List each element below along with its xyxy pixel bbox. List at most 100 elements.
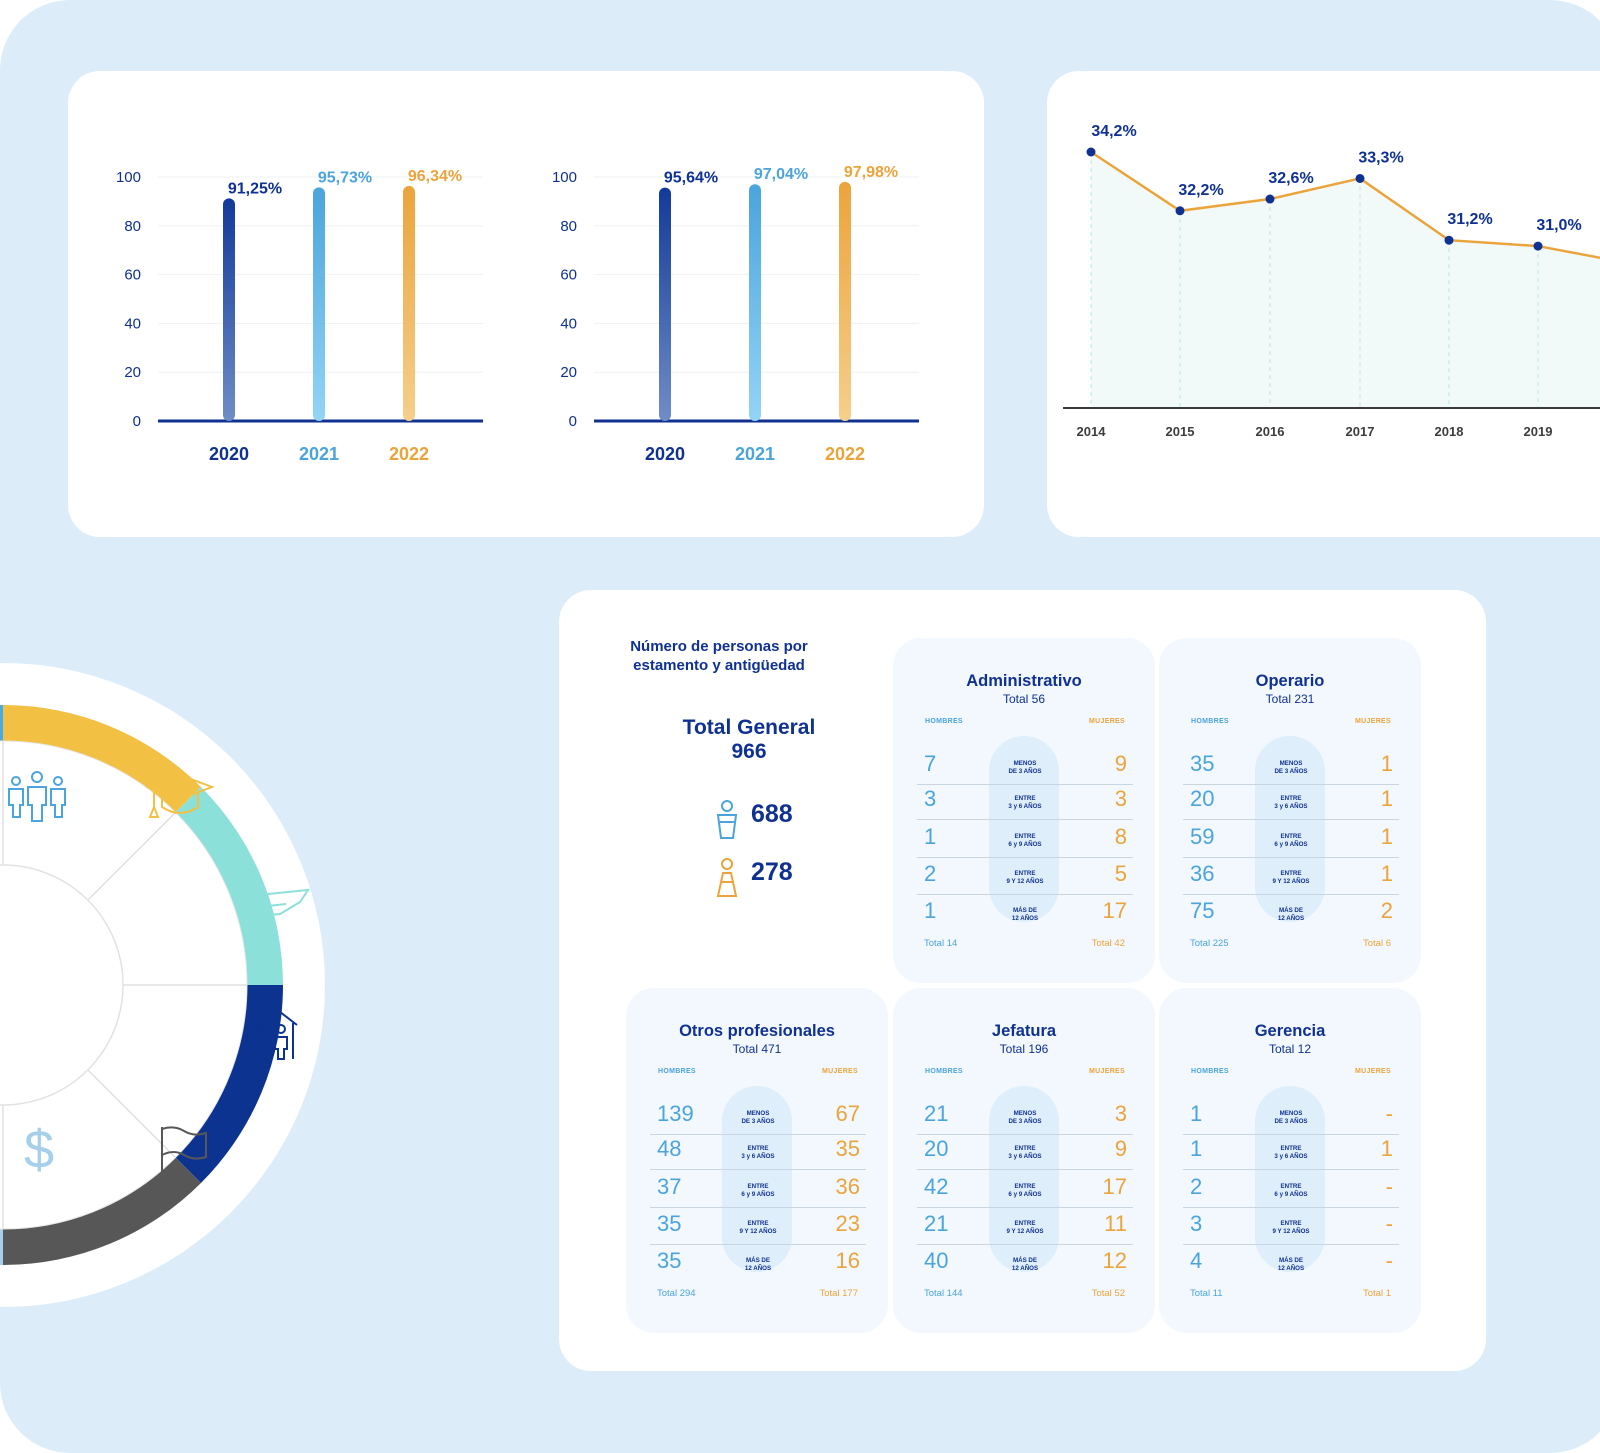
seniority-label-line: 3 y 6 AÑOS [1008,802,1042,810]
table-row: 42 ENTRE 6 y 9 AÑOS 17 [917,1170,1133,1207]
women-total-value: 278 [751,858,793,886]
table-row: 59 ENTRE 6 y 9 AÑOS 1 [1183,820,1399,857]
wheel-segment-light-blue [0,705,3,742]
table-row: 35 MENOS DE 3 AÑOS 1 [1183,747,1399,784]
bar-data-label: 97,04% [754,166,808,183]
seniority-label: MENOS DE 3 AÑOS [1255,1110,1327,1125]
point-data-label: 31,0% [1536,217,1581,234]
header-women: MUJERES [1355,1068,1391,1075]
data-point [1265,194,1275,204]
seniority-label-line: MÁS DE [1278,907,1304,914]
total-general-value: 966 [731,740,767,763]
table-block-operario: Operario Total 231 HOMBRES MUJERES 35 MENOS DE… [1159,638,1421,983]
table-row: 21 ENTRE 9 Y 12 AÑOS 11 [917,1207,1133,1244]
bar-data-label: 95,64% [664,170,718,187]
seniority-label-line: MENOS [1279,760,1303,767]
header-men: HOMBRES [925,718,963,725]
graduation-cap-icon [145,773,215,818]
women-count: 2 [1380,898,1393,923]
icon-part [267,903,287,907]
bar-data-label: 91,25% [228,180,282,197]
line-chart-card: 34,2% 2014 32,2% 2015 32,6% 2016 33,3% 2017 31,2… [1047,71,1600,537]
bar-charts-svg: 100 80 60 40 20 0 91,25% 2020 95,73% 2021 96,34% 20… [116,164,919,464]
seniority-label: ENTRE 3 y 6 AÑOS [989,1145,1061,1160]
table-row: 40 MÁS DE 12 AÑOS 12 [917,1244,1133,1281]
row-divider [650,1169,866,1170]
headcount-title-line2: estamento y antigüedad [633,657,805,674]
seniority-label: ENTRE 3 y 6 AÑOS [1255,795,1327,810]
women-count: 3 [1114,786,1127,811]
y-tick-label: 60 [560,267,577,284]
men-count: 3 [924,786,937,811]
wheel-ring-line [0,740,248,1230]
seniority-label: ENTRE 6 y 9 AÑOS [722,1183,794,1198]
x-category-label: 2017 [1346,424,1375,439]
seniority-label-line: 9 Y 12 AÑOS [1272,877,1310,885]
table-total: Total 471 [732,1042,782,1056]
icon-part [276,1024,286,1034]
men-total-footer: Total 11 [1190,1288,1223,1299]
seniority-label-line: ENTRE [1014,1183,1036,1190]
data-point [1086,147,1096,157]
y-tick-label: 40 [124,315,141,332]
point-data-label: 33,3% [1358,149,1403,166]
table-row: 20 ENTRE 3 y 6 AÑOS 1 [1183,782,1399,819]
x-category-label: 2021 [735,444,775,464]
x-category-label: 2014 [1077,424,1107,439]
table-row: 35 MÁS DE 12 AÑOS 16 [650,1244,866,1281]
women-count: 1 [1380,751,1393,776]
men-count: 40 [924,1248,949,1273]
men-count: 1 [1190,1101,1203,1126]
table-row: 1 ENTRE 6 y 9 AÑOS 8 [917,820,1133,857]
icon-part [27,786,47,822]
icon-part [240,888,311,924]
table-row: 36 ENTRE 9 Y 12 AÑOS 1 [1183,857,1399,894]
flag-icon [161,1126,207,1181]
table-title: Gerencia [1254,1022,1326,1040]
seniority-label-line: 12 AÑOS [1011,914,1039,922]
seniority-label: ENTRE 9 Y 12 AÑOS [722,1220,794,1235]
icon-part [11,776,21,786]
men-count: 20 [924,1136,949,1161]
table-row: 35 ENTRE 9 Y 12 AÑOS 23 [650,1207,866,1244]
row-divider [917,1207,1133,1208]
icon-part [256,1024,266,1034]
bar-data-label: 97,98% [844,164,898,181]
seniority-label: MÁS DE 12 AÑOS [989,907,1061,922]
bar-charts-card: 100 80 60 40 20 0 91,25% 2020 95,73% 2021 96,34% 20… [68,71,984,537]
table-row: 1 MÁS DE 12 AÑOS 17 [917,894,1133,931]
seniority-label-line: 9 Y 12 AÑOS [1006,877,1044,885]
y-tick-label: 40 [560,315,577,332]
point-data-label: 31,2% [1447,211,1492,228]
point-data-label: 32,2% [1178,182,1223,199]
seniority-label-line: MENOS [746,1110,770,1117]
table-row: 48 ENTRE 3 y 6 AÑOS 35 [650,1132,866,1169]
men-total-footer: Total 14 [924,938,958,949]
header-men: HOMBRES [658,1068,696,1075]
y-tick-label: 0 [133,413,141,430]
women-count: 1 [1380,786,1393,811]
seniority-label-line: MÁS DE [745,1257,771,1264]
total-general: Total General 966 [649,716,849,764]
table-row: 2 ENTRE 6 y 9 AÑOS - [1183,1170,1399,1207]
table-row: 1 MENOS DE 3 AÑOS - [1183,1097,1399,1134]
women-count: 1 [1380,1136,1393,1161]
y-tick-label: 20 [560,364,577,381]
table-total: Total 231 [1265,692,1315,706]
row-divider [650,1134,866,1135]
row-divider [917,819,1133,820]
men-count: 3 [1190,1211,1203,1236]
x-category-label: 2016 [1256,424,1285,439]
table-block-gerencia: Gerencia Total 12 HOMBRES MUJERES 1 MENOS DE 3… [1159,988,1421,1333]
men-count: 35 [1190,751,1215,776]
seniority-label: MENOS DE 3 AÑOS [1255,760,1327,775]
y-tick-label: 80 [124,218,141,235]
seniority-label-line: ENTRE [1280,1220,1302,1227]
row-divider [917,857,1133,858]
women-count: 17 [1102,1174,1127,1199]
bar-2022 [839,181,851,421]
row-divider [650,1207,866,1208]
family-house-icon [244,1003,298,1060]
seniority-label: ENTRE 6 y 9 AÑOS [1255,1183,1327,1198]
